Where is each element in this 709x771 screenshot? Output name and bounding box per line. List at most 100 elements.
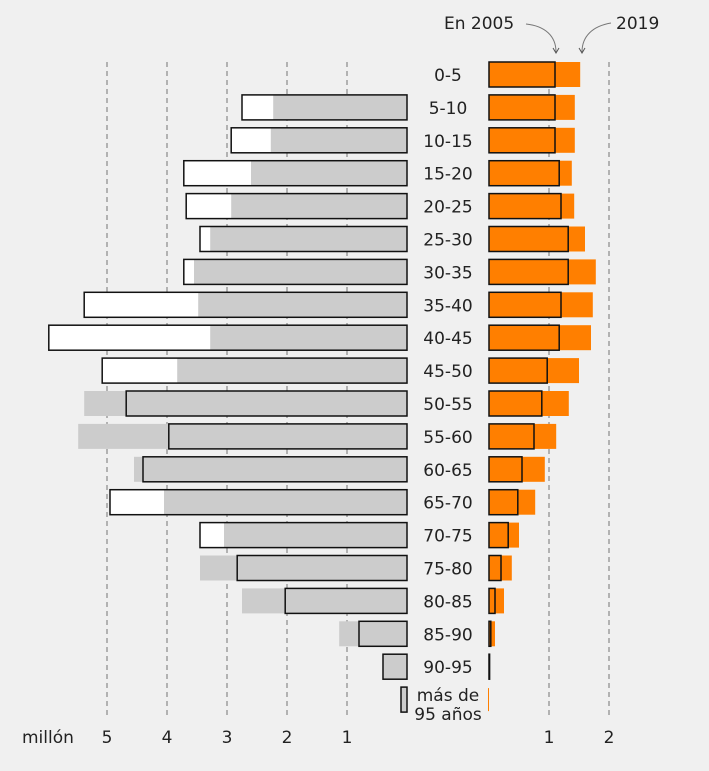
tick-label-left-4: 4 xyxy=(162,728,173,748)
bar-left-outlined xyxy=(101,357,408,384)
category-label: 80-85 xyxy=(423,592,472,612)
unit-label: millón xyxy=(22,728,74,748)
arrowhead-year-b-icon xyxy=(578,47,586,54)
bar-left-outlined xyxy=(284,587,408,615)
bar-left-outlined xyxy=(382,653,408,680)
bar-left-outlined xyxy=(168,423,408,450)
bar-right-2005 xyxy=(488,620,492,648)
category-label: 85-90 xyxy=(423,625,472,645)
bar-right-2005 xyxy=(488,456,523,483)
bar-left-gray xyxy=(224,522,407,548)
tick-labels: millón 5 4 3 2 1 1 2 xyxy=(22,728,614,748)
bar-left-outlined xyxy=(142,456,408,483)
bar-right-2005 xyxy=(488,423,535,450)
bar-right-2005 xyxy=(488,653,491,680)
category-label: 70-75 xyxy=(423,527,472,547)
bar-right-2005 xyxy=(488,554,502,582)
bar-right-2019 xyxy=(488,688,489,712)
category-label-line: 95 años xyxy=(414,705,482,725)
bar-right-2005 xyxy=(488,94,556,121)
bar-left-gray xyxy=(164,489,407,515)
tick-label-left-1: 1 xyxy=(342,728,353,748)
bar-left-gray xyxy=(242,588,407,614)
bar-left-outlined xyxy=(236,554,408,582)
bar-right-2005 xyxy=(488,61,556,88)
bar-left-gray xyxy=(210,325,407,351)
bar-left-outlined xyxy=(125,390,408,417)
bar-left-gray xyxy=(251,160,407,186)
bar-left-outlined xyxy=(400,686,408,713)
bar-left-outlined xyxy=(185,192,408,220)
category-label-line: más de xyxy=(417,686,480,706)
bar-right-2005 xyxy=(488,159,560,187)
category-label: 20-25 xyxy=(423,198,472,218)
tick-label-left-3: 3 xyxy=(222,728,233,748)
bar-right-2005 xyxy=(488,291,562,319)
bar-right-2005 xyxy=(488,587,496,615)
tick-label-right-1: 1 xyxy=(544,728,555,748)
bar-right-2005 xyxy=(488,192,562,220)
bar-left-outlined xyxy=(358,620,408,648)
category-label: 25-30 xyxy=(423,231,472,251)
bar-left-outlined xyxy=(241,94,408,121)
bar-left-outlined xyxy=(183,159,408,187)
bar-left-outlined xyxy=(199,225,408,253)
category-label: 45-50 xyxy=(423,362,472,382)
bar-right-2019 xyxy=(489,621,495,647)
bar-left-gray xyxy=(198,292,407,318)
bar-right-2005 xyxy=(488,357,548,384)
bar-left-gray xyxy=(84,391,407,416)
bar-left-gray xyxy=(177,358,407,384)
tick-label-left-2: 2 xyxy=(282,728,293,748)
bar-left-gray xyxy=(273,94,407,120)
category-label: 55-60 xyxy=(423,428,472,448)
bar-left-outlined xyxy=(199,521,408,549)
bar-left-gray xyxy=(200,555,407,581)
arrow-year-a xyxy=(525,23,557,53)
bar-left-gray xyxy=(134,456,407,482)
tick-label-left-5: 5 xyxy=(102,728,113,748)
bar-left-outlined xyxy=(109,488,408,516)
bar-left-gray xyxy=(194,259,407,285)
category-label: 30-35 xyxy=(423,263,472,283)
bar-left-outlined xyxy=(183,258,408,286)
bar-left-gray xyxy=(78,423,407,449)
bar-left-gray xyxy=(401,687,407,713)
tick-label-right-2: 2 xyxy=(604,728,615,748)
category-label: 35-40 xyxy=(423,296,472,316)
arrow-year-b xyxy=(581,22,612,53)
bar-right-2005 xyxy=(488,390,543,417)
category-label: 75-80 xyxy=(423,560,472,580)
category-label: 60-65 xyxy=(423,461,472,481)
bar-right-2005 xyxy=(488,225,569,253)
bar-left-outlined xyxy=(230,127,408,154)
category-label: 65-70 xyxy=(423,494,472,514)
bar-left-outlined xyxy=(48,324,408,351)
bar-left-gray xyxy=(383,654,407,680)
bar-right-2005 xyxy=(488,127,556,154)
bar-right-2005 xyxy=(488,488,519,516)
category-labels: 0-5 5-10 10-15 15-20 20-25 25-30 30-35 35-40 40-… xyxy=(414,66,482,725)
annotation-year-b: 2019 xyxy=(616,14,659,34)
category-label: 90-95 xyxy=(423,658,472,678)
annotation-year-a: En 2005 xyxy=(444,14,514,34)
bar-right-2005 xyxy=(488,521,509,549)
annotations: En 2005 2019 xyxy=(444,14,659,54)
bar-left-gray xyxy=(231,193,407,219)
category-label: 10-15 xyxy=(423,132,472,152)
left-bars xyxy=(48,94,408,713)
category-label: 5-10 xyxy=(429,99,468,119)
category-label: 0-5 xyxy=(434,66,462,86)
bar-left-outlined xyxy=(83,291,408,319)
category-label: 15-20 xyxy=(423,165,472,185)
right-bars xyxy=(488,61,596,712)
arrowhead-year-a-icon xyxy=(552,47,560,54)
bar-right-2005 xyxy=(488,324,560,351)
category-label: 50-55 xyxy=(423,395,472,415)
bar-left-gray xyxy=(270,127,407,153)
category-label: 40-45 xyxy=(423,329,472,349)
bar-left-gray xyxy=(339,621,407,647)
bar-right-2005 xyxy=(488,258,569,286)
bar-left-gray xyxy=(210,226,407,252)
